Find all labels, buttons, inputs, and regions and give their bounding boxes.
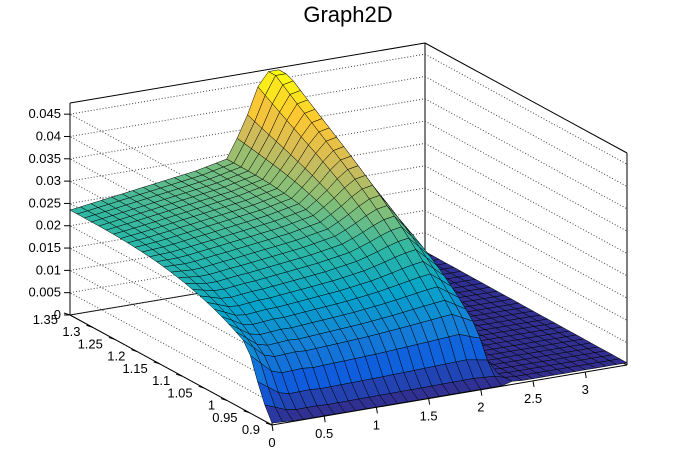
y-tick-label: 1 xyxy=(208,398,215,413)
y-tick-label: 0.9 xyxy=(242,422,260,437)
z-tick-label: 0.04 xyxy=(36,128,61,143)
x-tick-label: 1.5 xyxy=(420,409,438,424)
back-top-edge xyxy=(69,42,426,104)
y-tick-label: 1.35 xyxy=(33,312,58,327)
x-tick-label: 2 xyxy=(477,400,484,415)
y-tick-mark-6 xyxy=(131,349,138,353)
z-grid-back-wall-8 xyxy=(69,75,426,137)
z-grid-right-wall-9 xyxy=(424,53,628,165)
z-grid-right-wall-8 xyxy=(424,76,628,187)
x-tick-mark-2 xyxy=(375,407,378,414)
z-grid-right-wall-4 xyxy=(424,165,628,277)
x-tick-mark-0 xyxy=(271,424,274,432)
y-tick-mark-0 xyxy=(265,422,273,426)
z-tick-label: 0.025 xyxy=(28,195,61,210)
frame-front-edges xyxy=(69,314,628,426)
z-axis-ticks: 0 0.005 0.01 0.015 0.02 0.025 0.03 0.035 0.04 0.0… xyxy=(28,106,70,322)
surface-mesh xyxy=(69,69,628,424)
y-tick-mark-9 xyxy=(63,312,71,316)
y-tick-label: 1.2 xyxy=(107,349,125,364)
y-tick-mark-2 xyxy=(220,398,228,402)
y-tick-label: 1.1 xyxy=(152,373,170,388)
front-bottom-edge xyxy=(271,364,628,426)
x-tick-label: 0 xyxy=(268,435,275,450)
surface-cell xyxy=(264,404,283,424)
y-tick-mark-3 xyxy=(198,385,205,389)
y-tick-mark-7 xyxy=(108,336,116,340)
z-tick-label: 0 xyxy=(54,307,61,322)
z-tick-label: 0.03 xyxy=(36,173,61,188)
y-axis-ticks: 0.9 0.951 1.051.1 1.151.2 1.251.3 1.35 xyxy=(33,312,273,437)
y-tick-label: 1.05 xyxy=(167,385,192,400)
z-tick-label: 0.01 xyxy=(36,262,61,277)
x-axis-ticks: 0 0.5 1 1.5 2 2.5 3 xyxy=(268,371,589,450)
z-tick-label: 0.005 xyxy=(28,285,61,300)
y-tick-mark-5 xyxy=(153,361,160,365)
y-tick-mark-4 xyxy=(176,373,183,377)
z-grid-right-wall-6 xyxy=(424,120,628,232)
y-tick-label: 1.15 xyxy=(122,361,147,376)
x-tick-mark-6 xyxy=(584,371,587,379)
y-tick-mark-1 xyxy=(243,410,250,414)
z-grid-right-wall-5 xyxy=(424,142,628,254)
chart-title: Graph2D xyxy=(303,2,392,27)
x-tick-mark-1 xyxy=(323,416,326,423)
z-tick-label: 0.035 xyxy=(28,151,61,166)
x-tick-label: 0.5 xyxy=(315,426,333,441)
y-tick-label: 1.25 xyxy=(78,336,103,351)
z-grid-back-wall-9 xyxy=(69,53,426,115)
right-top-edge xyxy=(424,42,628,154)
y-tick-label: 1.3 xyxy=(62,324,80,339)
left-bottom-edge xyxy=(69,314,273,426)
z-grid-right-wall-7 xyxy=(424,98,628,210)
z-tick-label: 0.045 xyxy=(28,106,61,121)
x-tick-mark-3 xyxy=(428,398,431,405)
x-tick-label: 3 xyxy=(582,382,589,397)
x-tick-mark-4 xyxy=(480,389,483,396)
z-tick-label: 0.015 xyxy=(28,240,61,255)
x-tick-mark-5 xyxy=(532,380,535,387)
y-tick-label: 0.95 xyxy=(212,410,237,425)
z-tick-label: 0.02 xyxy=(36,218,61,233)
y-tick-mark-8 xyxy=(86,324,93,328)
x-tick-label: 2.5 xyxy=(524,391,542,406)
x-tick-label: 1 xyxy=(373,417,380,432)
